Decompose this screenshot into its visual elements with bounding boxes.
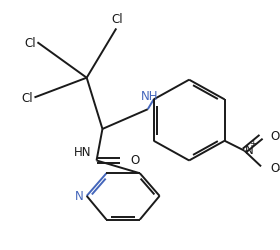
Text: O: O <box>130 153 139 166</box>
Text: ⁻: ⁻ <box>276 167 280 176</box>
Text: Cl: Cl <box>111 14 123 26</box>
Text: HN: HN <box>74 145 92 158</box>
Text: Cl: Cl <box>25 36 36 50</box>
Text: Cl: Cl <box>22 92 34 104</box>
Text: NH: NH <box>141 90 158 103</box>
Text: N: N <box>245 144 254 156</box>
Text: +: + <box>249 139 257 148</box>
Text: O: O <box>270 130 279 143</box>
Text: O: O <box>270 161 279 174</box>
Text: N: N <box>75 190 84 202</box>
